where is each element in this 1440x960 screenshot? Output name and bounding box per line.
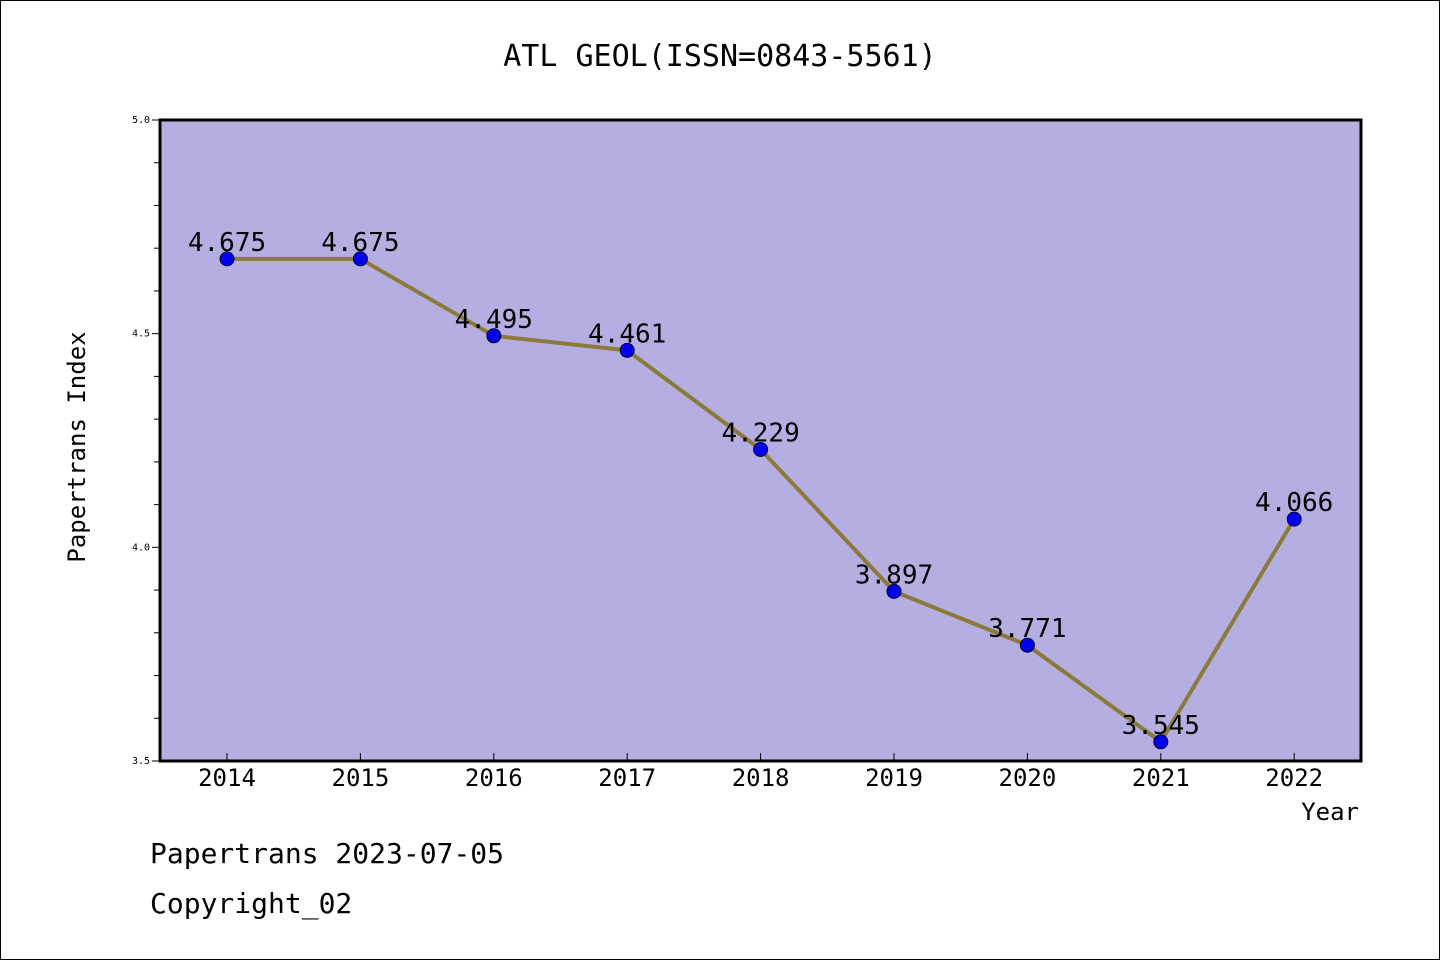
data-label: 4.066 (1255, 488, 1333, 518)
data-label: 3.897 (855, 560, 933, 590)
chart-title: ATL GEOL(ISSN=0843-5561) (503, 39, 936, 74)
data-label: 4.229 (721, 418, 799, 448)
data-point (886, 583, 902, 599)
data-label: 4.461 (588, 319, 666, 349)
data-point (1019, 637, 1035, 653)
data-point (219, 251, 235, 267)
data-label: 4.675 (188, 228, 266, 258)
y-axis-label: Papertrans Index (63, 331, 91, 562)
footer-date: Papertrans 2023-07-05 (150, 837, 504, 870)
x-tick-label: 2018 (732, 764, 790, 792)
data-point (1153, 734, 1169, 750)
y-tick-label: 4.5 (132, 329, 150, 340)
y-tick-label: 3.5 (132, 756, 150, 767)
data-point (352, 251, 368, 267)
data-label: 4.675 (321, 228, 399, 258)
data-label: 4.495 (455, 305, 533, 335)
x-tick-label: 2017 (598, 764, 656, 792)
x-axis-label: Year (1301, 798, 1359, 826)
series-layer: 4.675 4.675 4.495 4.461 4.229 3.897 3.771 3.545… (188, 228, 1333, 750)
data-label: 3.771 (988, 614, 1066, 644)
x-axis: 2014 2015 2016 2017 2018 2019 2020 2021 2022 (198, 753, 1323, 792)
x-tick-label: 2015 (332, 764, 390, 792)
y-axis: 3.5 4.0 4.5 5.0 (132, 115, 160, 767)
x-tick-label: 2014 (198, 764, 256, 792)
x-tick-label: 2022 (1265, 764, 1323, 792)
y-tick-label: 5.0 (132, 115, 150, 126)
footer-copyright: Copyright_02 (150, 887, 352, 921)
plot-area (158, 118, 1363, 763)
data-point (619, 342, 635, 358)
x-tick-label: 2020 (999, 764, 1057, 792)
x-tick-label: 2019 (865, 764, 923, 792)
data-point (486, 328, 502, 344)
data-label: 3.545 (1122, 711, 1200, 741)
data-point (1286, 511, 1302, 527)
y-tick-label: 4.0 (132, 542, 150, 553)
x-tick-label: 2021 (1132, 764, 1190, 792)
x-tick-label: 2016 (465, 764, 523, 792)
data-point (753, 441, 769, 457)
